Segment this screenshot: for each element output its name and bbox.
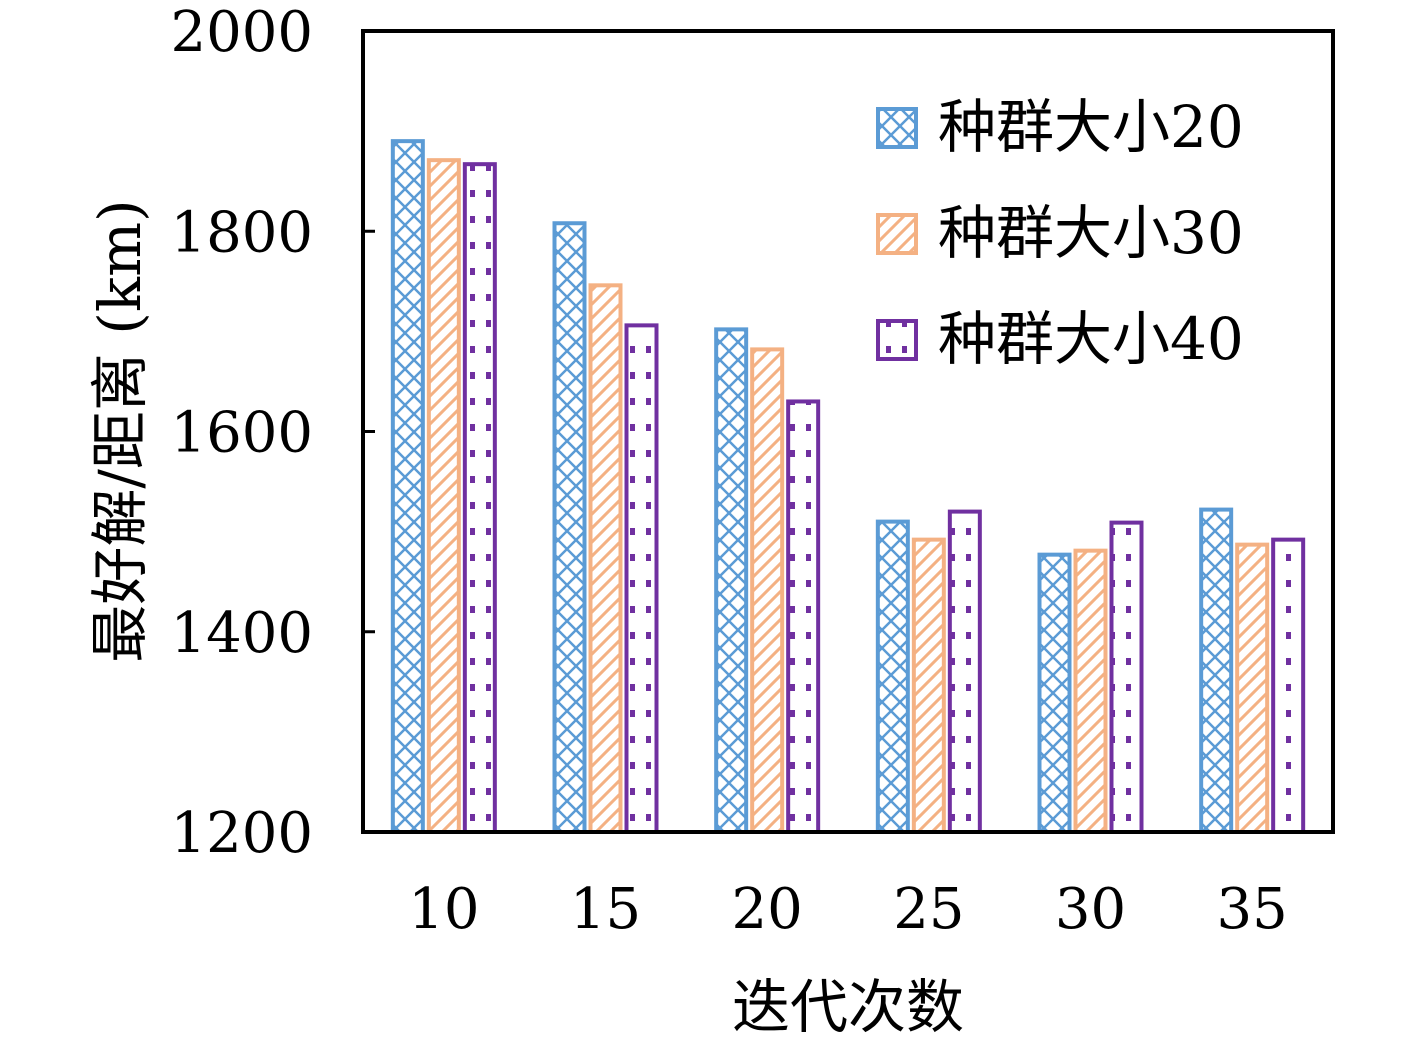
bar-1-10 [390,139,425,834]
bar-1-20 [714,327,749,834]
bar-2-15 [588,283,623,834]
bar-2-20 [750,347,785,834]
bar-2-30 [1073,548,1108,834]
legend-label: 种群大小20 [938,93,1244,161]
y-tick-label: 1600 [170,401,313,466]
x-tick-label: 30 [1055,877,1126,942]
x-tick-label: 15 [570,877,641,942]
bar-1-35 [1199,507,1234,834]
bar-2-25 [911,537,946,834]
legend-label: 种群大小40 [938,305,1244,373]
legend-swatch [876,319,918,361]
bar-2-10 [426,158,461,834]
y-tick-label: 1400 [170,601,313,666]
plot-frame [361,29,1335,834]
bar-3-35 [1271,537,1306,834]
bar-3-30 [1109,520,1144,835]
y-axis-title: 最好解/距离 (km) [86,199,154,662]
bar-3-20 [786,399,821,834]
plot-area: 1200 1400 1600 1800 2000 10 15 20 25 30 35 [170,0,1306,942]
bar-1-30 [1037,552,1072,834]
legend-label: 种群大小30 [938,199,1244,267]
bar-1-25 [875,519,910,834]
bar-1-15 [552,221,587,835]
bar-3-15 [624,323,659,834]
x-tick-label: 20 [732,877,803,942]
legend-swatch [876,213,918,255]
legend-swatch [876,107,918,149]
x-tick-label: 35 [1217,877,1288,942]
bar-3-25 [947,509,982,834]
y-tick-label: 1800 [170,200,313,265]
y-tick-label: 1200 [170,801,313,866]
x-axis-title: 迭代次数 [732,973,964,1039]
legend: 种群大小20 种群大小30 种群大小40 [876,93,1244,373]
x-tick-label: 10 [408,877,479,942]
y-tick-label: 2000 [170,0,313,65]
bar-3-10 [462,162,497,834]
bar-2-35 [1235,542,1270,834]
x-tick-label: 25 [893,877,964,942]
